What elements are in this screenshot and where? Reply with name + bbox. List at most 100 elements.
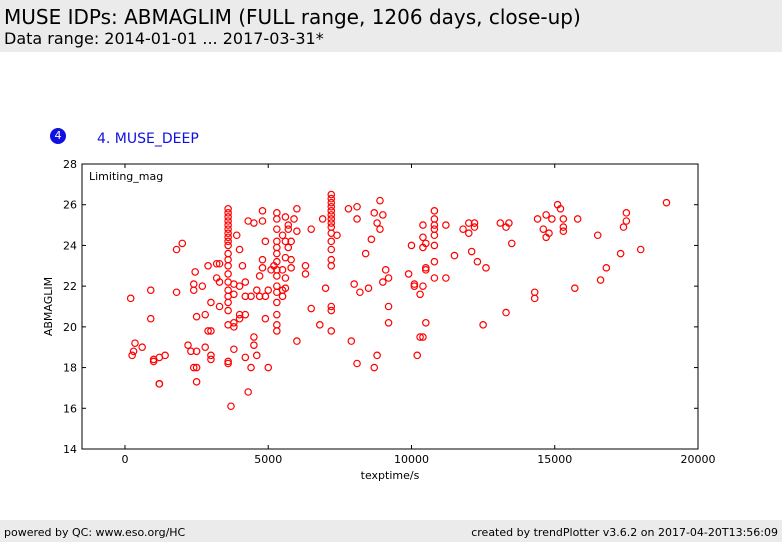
panel-label[interactable]: 4. MUSE_DEEP: [97, 131, 199, 147]
data-point: [224, 229, 232, 238]
data-point: [404, 270, 413, 278]
data-point: [207, 298, 215, 307]
data-point: [207, 327, 215, 335]
data-point: [327, 306, 336, 315]
data-point: [367, 235, 376, 244]
data-point: [422, 264, 430, 272]
data-point: [545, 229, 553, 238]
data-point: [376, 225, 384, 233]
panel-number-badge: 4: [50, 128, 66, 144]
data-point: [559, 215, 568, 223]
data-point: [496, 219, 505, 227]
data-point: [146, 286, 155, 295]
data-point: [622, 217, 631, 225]
data-point: [356, 288, 364, 297]
data-point: [273, 225, 281, 233]
data-point: [241, 278, 250, 286]
data-point: [252, 351, 261, 360]
data-point: [187, 347, 195, 356]
data-point: [230, 290, 238, 299]
data-point: [284, 243, 293, 252]
data-point: [327, 190, 336, 199]
data-point: [247, 292, 255, 301]
data-point: [619, 223, 628, 231]
data-point: [307, 304, 316, 313]
data-point: [287, 237, 295, 246]
data-point: [662, 198, 671, 207]
data-point: [273, 310, 281, 319]
data-point: [507, 239, 516, 248]
data-point: [353, 202, 361, 211]
data-point: [530, 288, 539, 297]
data-point: [184, 341, 192, 349]
data-point: [192, 347, 201, 356]
plot-frame: [81, 163, 699, 450]
data-point: [327, 327, 336, 335]
data-point: [327, 302, 336, 311]
data-point: [327, 219, 336, 227]
data-point: [379, 211, 387, 219]
data-point: [172, 245, 181, 254]
data-point: [224, 306, 232, 315]
data-point: [258, 207, 267, 215]
data-point: [189, 286, 198, 295]
data-point: [422, 239, 430, 248]
data-point: [430, 231, 439, 240]
data-point: [212, 259, 221, 268]
data-point: [559, 227, 568, 235]
data-point: [419, 333, 427, 341]
y-axis-label: ABMAGLIM: [42, 277, 55, 336]
y-tick-label: 18: [63, 362, 77, 375]
data-point: [281, 274, 290, 282]
data-point: [224, 217, 232, 225]
footer-powered-by[interactable]: powered by QC: www.eso.org/HC: [4, 526, 186, 539]
data-point: [636, 245, 645, 254]
data-point: [264, 286, 273, 295]
data-point: [370, 209, 379, 217]
data-point: [232, 231, 241, 240]
data-point: [224, 359, 232, 368]
data-point: [442, 221, 450, 229]
data-point: [273, 209, 281, 217]
data-point: [230, 323, 238, 331]
data-point: [238, 261, 247, 270]
data-point: [344, 204, 353, 213]
data-point: [138, 343, 146, 352]
data-point: [570, 284, 579, 292]
data-point: [353, 215, 361, 223]
data-point: [473, 257, 482, 266]
data-point: [204, 327, 212, 335]
data-point: [281, 284, 290, 292]
data-point: [224, 233, 232, 242]
data-point: [235, 310, 244, 319]
data-point: [482, 264, 490, 272]
data-point: [198, 282, 207, 290]
data-point: [622, 209, 631, 217]
data-point: [250, 219, 258, 227]
data-point: [602, 264, 611, 272]
data-point: [192, 378, 201, 386]
data-point: [370, 363, 379, 372]
data-point: [201, 310, 210, 319]
data-point: [442, 274, 450, 282]
data-point: [548, 215, 556, 223]
data-point: [384, 318, 393, 327]
data-point: [327, 261, 336, 270]
data-point: [224, 270, 232, 278]
data-point: [616, 249, 625, 258]
data-point: [241, 353, 250, 362]
y-tick-label: 28: [63, 158, 77, 171]
scatter-chart: 0 5000 10000 15000 20000 14 16 18 20 22 24 26 28 Lim…: [42, 158, 716, 482]
x-tick-label: 0: [121, 453, 128, 466]
data-point: [126, 294, 135, 303]
data-point: [247, 363, 255, 372]
y-tick-label: 14: [63, 443, 77, 456]
data-point: [273, 257, 281, 266]
y-tick-label: 26: [63, 199, 77, 212]
data-point: [464, 219, 473, 227]
data-point: [290, 215, 298, 223]
data-point: [505, 219, 513, 227]
data-point: [230, 345, 238, 354]
data-point: [287, 255, 295, 264]
data-point: [379, 278, 387, 286]
